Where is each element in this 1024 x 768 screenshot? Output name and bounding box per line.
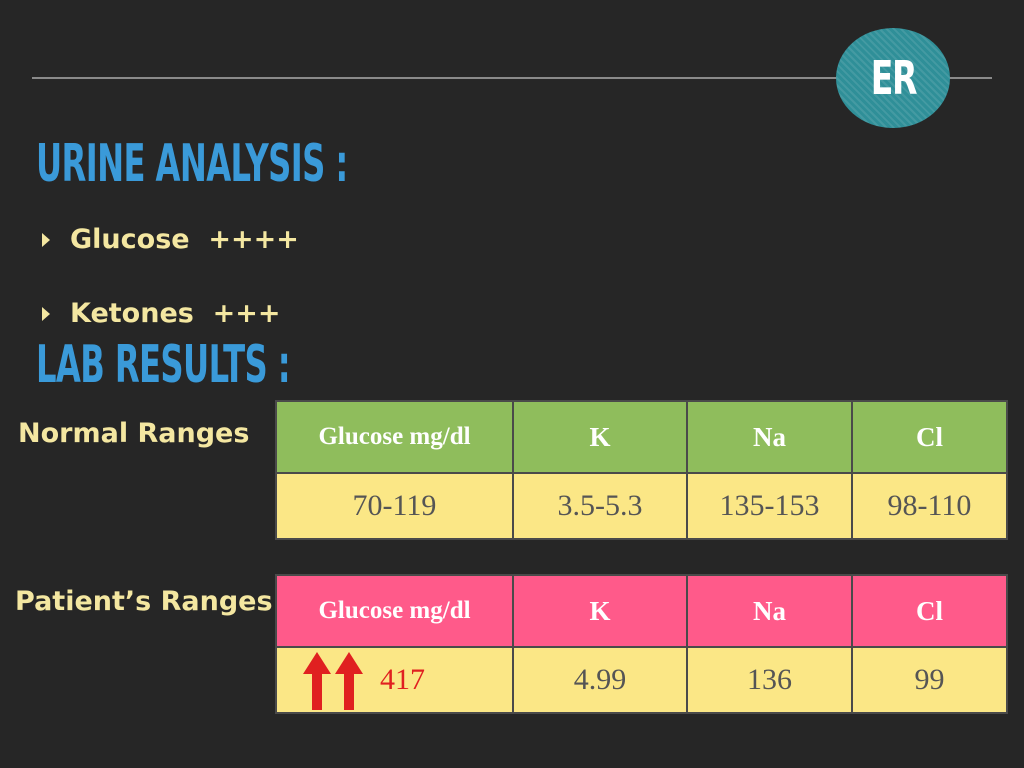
value-cell: 70-119	[275, 472, 514, 540]
glucose-patient-value: 417	[380, 663, 425, 696]
value-cell: 135-153	[686, 472, 853, 540]
header-cell: Na	[686, 574, 853, 648]
patient-ranges-label: Patient’s Ranges	[15, 586, 273, 617]
normal-ranges-label: Normal Ranges	[18, 418, 250, 449]
value-cell-alert: 417	[275, 646, 514, 714]
table-header-row: Glucose mg/dl K Na Cl	[275, 574, 1008, 648]
header-cell: Glucose mg/dl	[275, 400, 514, 474]
header-cell: K	[512, 574, 688, 648]
table-row: 70-119 3.5-5.3 135-153 98-110	[275, 472, 1008, 540]
header-cell: Glucose mg/dl	[275, 574, 514, 648]
lab-results-heading: LAB RESULTS :	[36, 335, 291, 395]
patient-ranges-table: Glucose mg/dl K Na Cl 417 4.99 136 99	[275, 574, 1008, 714]
er-badge-label: ER	[870, 51, 917, 105]
urine-analysis-heading: URINE ANALYSIS :	[36, 134, 348, 194]
bullet-triangle-icon	[42, 306, 50, 321]
header-cell: K	[512, 400, 688, 474]
bullet-item-glucose: Glucose ++++	[42, 224, 299, 255]
table-header-row: Glucose mg/dl K Na Cl	[275, 400, 1008, 474]
header-cell: Cl	[851, 574, 1008, 648]
normal-ranges-table: Glucose mg/dl K Na Cl 70-119 3.5-5.3 135…	[275, 400, 1008, 540]
table-row: 417 4.99 136 99	[275, 646, 1008, 714]
header-divider	[32, 77, 992, 79]
bullet-item-text: Glucose ++++	[70, 224, 299, 255]
arrow-up-icon	[335, 652, 363, 710]
value-cell: 4.99	[512, 646, 688, 714]
value-cell: 98-110	[851, 472, 1008, 540]
bullet-triangle-icon	[42, 232, 50, 247]
arrow-up-icons	[303, 652, 363, 710]
arrow-up-icon	[303, 652, 331, 710]
value-cell: 136	[686, 646, 853, 714]
header-cell: Na	[686, 400, 853, 474]
value-cell: 99	[851, 646, 1008, 714]
header-cell: Cl	[851, 400, 1008, 474]
er-badge: ER	[836, 28, 950, 128]
value-cell: 3.5-5.3	[512, 472, 688, 540]
bullet-item-text: Ketones +++	[70, 298, 281, 329]
bullet-item-ketones: Ketones +++	[42, 298, 281, 329]
